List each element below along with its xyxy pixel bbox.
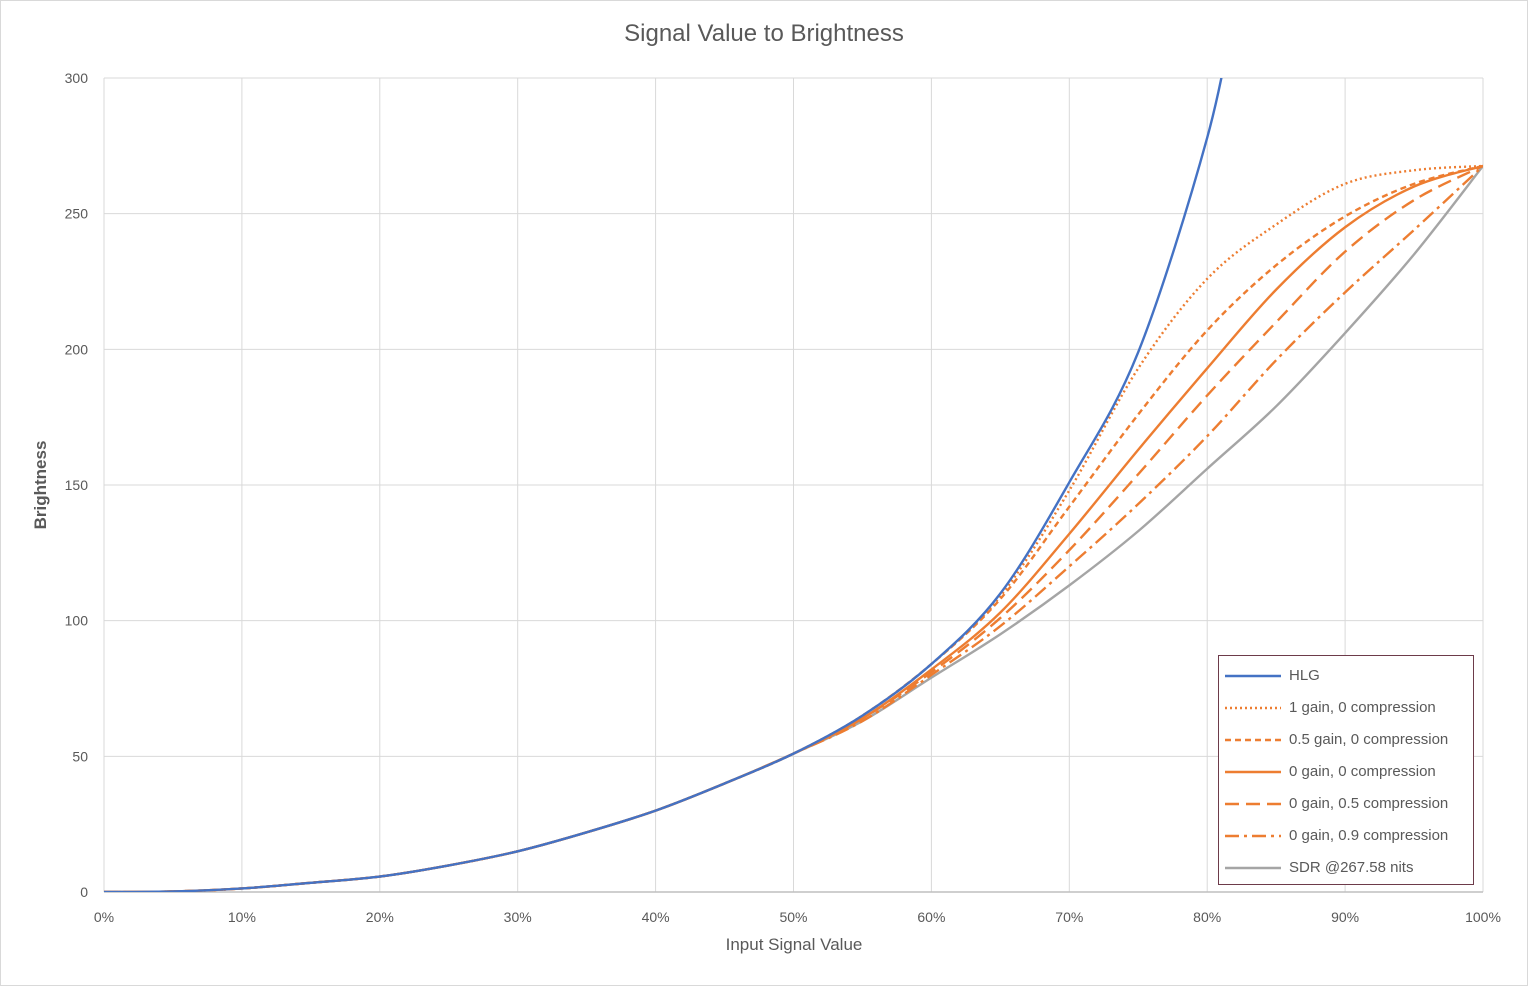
legend-swatch xyxy=(1225,706,1281,710)
legend-item: 0 gain, 0 compression xyxy=(1219,754,1473,786)
x-axis-label: Input Signal Value xyxy=(725,935,863,954)
chart-title: Signal Value to Brightness xyxy=(624,20,904,47)
tick-labels: 0% 10% 20% 30% 40% 50% 60% 70% 80% 90% 100% 0 50 100 1… xyxy=(65,70,1501,925)
y-tick-label: 250 xyxy=(65,206,89,222)
x-tick-label: 0% xyxy=(94,909,114,925)
legend-item: 1 gain, 0 compression xyxy=(1219,690,1473,722)
x-tick-label: 50% xyxy=(779,909,807,925)
legend-label: 0 gain, 0.9 compression xyxy=(1289,827,1449,844)
series-line-0 xyxy=(104,78,1223,892)
legend-swatch xyxy=(1225,674,1281,678)
y-tick-label: 300 xyxy=(65,70,89,86)
x-tick-label: 30% xyxy=(504,909,532,925)
x-tick-label: 90% xyxy=(1331,909,1359,925)
gridlines xyxy=(103,77,1484,893)
legend-item: 0 gain, 0.9 compression xyxy=(1219,818,1473,850)
legend-label: 0 gain, 0.5 compression xyxy=(1289,795,1449,812)
legend-label: 1 gain, 0 compression xyxy=(1289,699,1436,716)
legend: HLG 1 gain, 0 compression 0.5 gain, 0 comp… xyxy=(1218,655,1474,885)
y-tick-label: 150 xyxy=(65,477,89,493)
legend-swatch xyxy=(1225,802,1281,806)
y-tick-label: 50 xyxy=(72,748,88,764)
legend-swatch xyxy=(1225,834,1281,838)
series-line-5 xyxy=(104,165,1483,892)
legend-label: 0.5 gain, 0 compression xyxy=(1289,731,1449,748)
y-tick-label: 100 xyxy=(65,613,89,629)
legend-label: 0 gain, 0 compression xyxy=(1289,763,1436,780)
legend-swatch xyxy=(1225,738,1281,742)
legend-label: SDR @267.58 nits xyxy=(1289,859,1414,876)
legend-item: 0 gain, 0.5 compression xyxy=(1219,786,1473,818)
x-tick-label: 10% xyxy=(228,909,256,925)
y-tick-label: 0 xyxy=(80,884,88,900)
series-lines xyxy=(104,78,1483,892)
legend-item: 0.5 gain, 0 compression xyxy=(1219,722,1473,754)
x-tick-label: 20% xyxy=(366,909,394,925)
legend-label: HLG xyxy=(1289,667,1320,684)
x-tick-label: 70% xyxy=(1055,909,1083,925)
y-axis-label: Brightness xyxy=(31,440,50,530)
legend-item: HLG xyxy=(1219,658,1473,690)
legend-item: SDR @267.58 nits xyxy=(1219,850,1473,882)
x-tick-label: 60% xyxy=(917,909,945,925)
x-tick-label: 40% xyxy=(642,909,670,925)
x-tick-label: 80% xyxy=(1193,909,1221,925)
y-tick-label: 200 xyxy=(65,341,89,357)
x-tick-label: 100% xyxy=(1465,909,1501,925)
legend-swatch xyxy=(1225,770,1281,774)
legend-swatch xyxy=(1225,866,1281,870)
